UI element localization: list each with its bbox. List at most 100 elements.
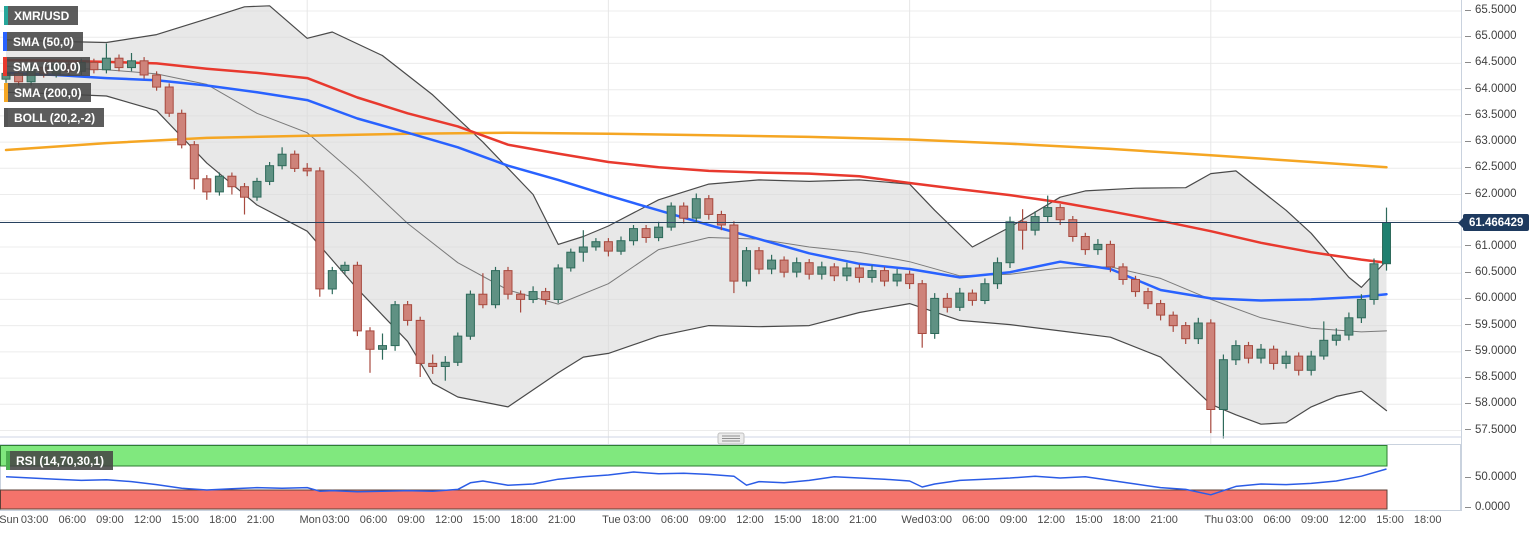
time-axis-label: 15:00 [1075, 514, 1103, 526]
candle [1080, 236, 1090, 251]
time-axis-label: 12:00 [1338, 514, 1367, 526]
candle [603, 241, 613, 252]
time-axis[interactable]: Sun 03:00 06:00 09:00 12:00 15:00 18:00 21:00 Mo… [0, 514, 1536, 534]
panel-resize-grip[interactable] [717, 432, 745, 445]
candle [101, 57, 111, 71]
last-price-value: 61.466429 [1469, 216, 1524, 229]
candle [390, 304, 400, 347]
candle [1005, 221, 1015, 264]
candle [955, 292, 965, 308]
time-axis-label: 18:00 [510, 514, 538, 526]
candle [792, 262, 802, 273]
candle [842, 267, 852, 277]
time-axis-label: 03:00 [1225, 514, 1254, 526]
candle [980, 283, 990, 302]
candle [1105, 243, 1115, 268]
time-axis-label: 21:00 [547, 514, 576, 526]
candle [352, 264, 362, 332]
candle [302, 167, 312, 172]
time-axis-label: 15:00 [171, 514, 200, 526]
rsi-badge[interactable]: RSI (14,70,30,1) [6, 451, 114, 470]
sma200-badge[interactable]: SMA (200,0) [4, 83, 91, 102]
candle [553, 267, 563, 300]
candle [1356, 298, 1366, 319]
sma200-line [4, 131, 1388, 169]
price-axis-label: 60.0000 [1465, 292, 1517, 304]
time-axis-label: 21:00 [1150, 514, 1178, 526]
price-axis-label: 58.5000 [1465, 371, 1517, 383]
time-axis-label: 09:00 [999, 514, 1028, 526]
candle [315, 170, 325, 290]
price-axis-label: 58.0000 [1465, 397, 1517, 409]
candle [1281, 355, 1291, 364]
candle [365, 330, 375, 350]
candle [1143, 291, 1153, 305]
candle [478, 293, 488, 306]
candle [152, 74, 162, 88]
time-axis-label: 15:00 [472, 514, 501, 526]
price-axis-label: 63.5000 [1465, 109, 1517, 121]
time-axis-label: 06:00 [58, 514, 87, 526]
time-axis-label: 18:00 [811, 514, 840, 526]
chart-canvas[interactable] [0, 0, 1461, 537]
candle [1319, 339, 1329, 357]
candle [654, 226, 664, 239]
candle [252, 180, 262, 198]
candle [578, 246, 588, 253]
time-axis-day-label: Thu [1204, 514, 1224, 526]
candle [704, 198, 714, 215]
candle [240, 186, 249, 198]
candle [917, 283, 927, 335]
candle [1030, 216, 1040, 231]
candle [340, 264, 350, 271]
candle [967, 292, 977, 301]
candle [1055, 207, 1065, 221]
candle [139, 60, 149, 76]
bollinger-upper-line [5, 5, 1388, 288]
candle [1382, 222, 1391, 265]
candle [566, 251, 576, 269]
time-axis-label: 12:00 [736, 514, 764, 526]
candle [742, 250, 751, 282]
sma100-label: SMA (100,0) [13, 59, 81, 74]
candle [1118, 266, 1128, 280]
candle [114, 57, 124, 69]
symbol-badge[interactable]: XMR/USD [4, 6, 79, 25]
candle [189, 144, 199, 180]
time-axis-day-label: Wed [901, 514, 924, 526]
time-axis-label: 21:00 [246, 514, 275, 526]
time-axis-label: 15:00 [773, 514, 802, 526]
candle [327, 270, 337, 290]
candle [1244, 345, 1253, 359]
candle [1018, 221, 1028, 231]
rsi-axis-label: 50.0000 [1465, 471, 1517, 483]
candle [679, 205, 689, 219]
price-axis[interactable]: 65.5000 65.0000 64.5000 64.0000 63.5000 63.00… [1461, 0, 1536, 513]
sma100-badge[interactable]: SMA (100,0) [3, 57, 90, 76]
price-axis-label: 65.5000 [1465, 4, 1517, 16]
candle [591, 241, 601, 248]
candle [127, 60, 136, 69]
time-axis-label: 15:00 [1376, 514, 1404, 526]
candle [867, 270, 877, 278]
candle [465, 293, 475, 337]
candle [1369, 263, 1379, 300]
time-axis-label: 09:00 [96, 514, 124, 526]
time-axis-label: 12:00 [1037, 514, 1065, 526]
candle [1294, 355, 1304, 371]
candle [1331, 334, 1341, 341]
price-axis-label: 61.0000 [1465, 240, 1517, 252]
candle [541, 291, 551, 301]
sma50-badge[interactable]: SMA (50,0) [3, 32, 83, 51]
candle [1344, 317, 1354, 336]
price-axis-label: 62.0000 [1465, 188, 1517, 200]
sma100-line [4, 59, 1388, 264]
candle [491, 270, 500, 306]
candle [1156, 303, 1166, 316]
boll-badge[interactable]: BOLL (20,2,-2) [4, 108, 105, 127]
time-axis-day-label: Sun [0, 514, 19, 526]
price-axis-label: 65.0000 [1465, 30, 1517, 42]
candle [716, 214, 726, 226]
candle [1306, 355, 1316, 371]
candle [177, 112, 187, 146]
